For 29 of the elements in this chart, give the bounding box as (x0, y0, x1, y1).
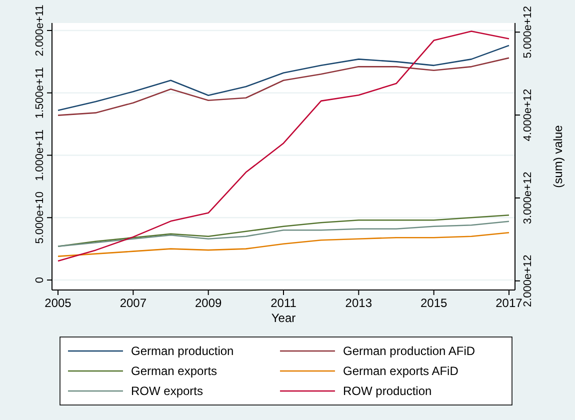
y2-tick-label: 2.000e+12 (522, 254, 534, 308)
line-series (57, 30, 510, 262)
line-series (57, 44, 510, 111)
y-tick-label: 5.000e+10 (34, 191, 46, 244)
legend-label: German exports AFiD (343, 364, 459, 378)
x-axis-title: Year (271, 311, 296, 325)
y2-tick-label: 3.000e+12 (522, 172, 534, 224)
y-tick-label: 2.000e+11 (34, 4, 46, 56)
y-tick-label: 1.000e+11 (34, 130, 46, 181)
legend-label: German exports (131, 364, 218, 378)
legend-label: German production (131, 344, 234, 358)
line-series (57, 57, 510, 116)
x-tick-label: 2011 (270, 296, 297, 310)
line-series (57, 220, 510, 247)
y2-tick-label: 5.000e+12 (522, 6, 534, 58)
x-tick-label: 2015 (420, 296, 448, 310)
line-series (57, 232, 510, 257)
legend-label: ROW exports (131, 384, 204, 398)
x-tick-label: 2017 (496, 296, 523, 310)
legend-label: German production AFiD (343, 344, 476, 358)
x-tick-label: 2005 (44, 296, 72, 310)
y2-tick-label: 4.000e+12 (522, 88, 534, 142)
y-tick-label: 0 (34, 276, 46, 284)
y-tick-label: 1.500e+11 (34, 67, 46, 119)
x-tick-label: 2007 (120, 296, 147, 310)
x-tick-label: 2009 (194, 296, 222, 310)
y2-axis-title: (sum) value (550, 124, 565, 188)
x-tick-label: 2013 (345, 296, 372, 310)
legend-label: ROW production (343, 384, 432, 398)
